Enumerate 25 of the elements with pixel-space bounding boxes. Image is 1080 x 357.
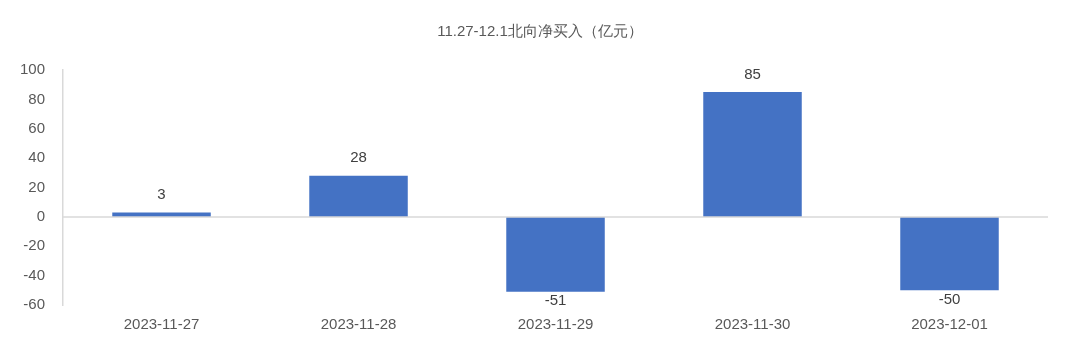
chart-title: 11.27-12.1北向净买入（亿元） <box>436 22 644 41</box>
data-label: 3 <box>157 185 166 203</box>
x-tick-label: 2023-11-27 <box>123 315 200 333</box>
y-tick-label: 20 <box>28 177 46 195</box>
y-tick-label: -60 <box>23 295 46 313</box>
y-tick-label: 80 <box>28 89 46 107</box>
y-tick-label: -40 <box>23 265 46 283</box>
data-label: 28 <box>350 148 367 166</box>
data-label: -51 <box>544 291 567 309</box>
y-tick-label: 60 <box>28 118 46 136</box>
data-label: -50 <box>938 289 961 307</box>
y-tick-label: -20 <box>23 236 46 254</box>
bar <box>900 216 999 291</box>
bar <box>703 92 802 217</box>
data-label: 85 <box>744 64 761 82</box>
x-tick-label: 2023-11-28 <box>320 315 397 333</box>
x-tick-label: 2023-11-30 <box>714 315 791 333</box>
x-tick-label: 2023-12-01 <box>911 315 988 333</box>
bar <box>309 175 408 217</box>
y-tick-label: 40 <box>28 148 46 166</box>
bar <box>112 212 211 217</box>
x-tick-label: 2023-11-29 <box>517 315 594 333</box>
bar <box>506 216 605 292</box>
y-tick-label: 0 <box>36 207 46 225</box>
y-tick-label: 100 <box>20 60 46 78</box>
